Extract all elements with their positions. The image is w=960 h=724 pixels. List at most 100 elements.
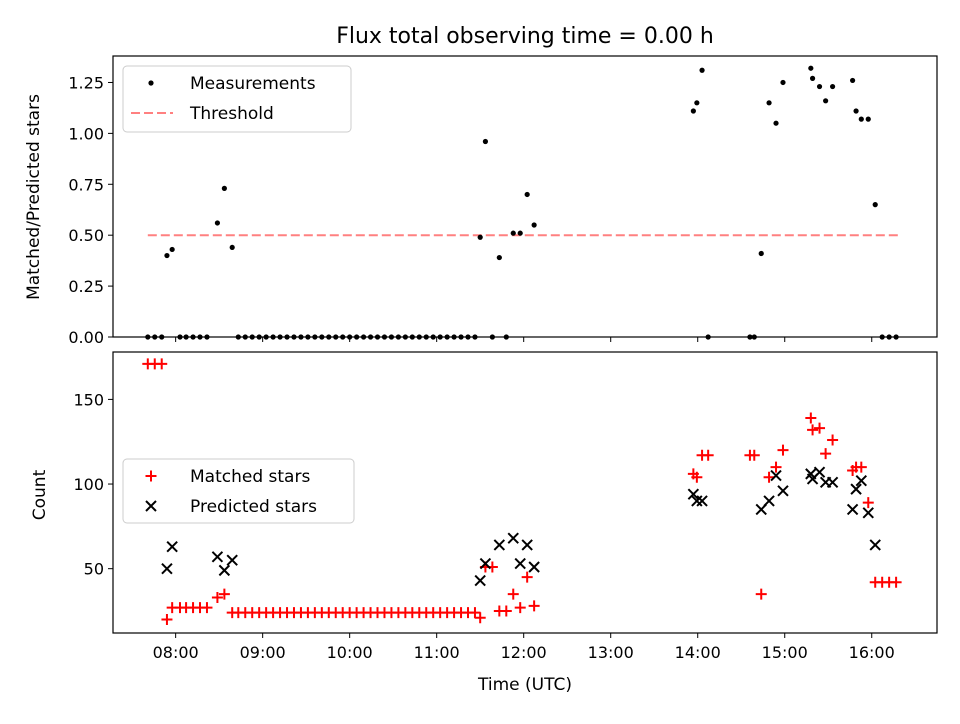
measurement-point [809,75,816,81]
measurement-point [853,108,859,114]
measurement-point [780,79,786,86]
top-legend-box [122,65,352,133]
chart-title: Flux total observing time = 0.00 h [336,24,714,49]
predicted-star-point [474,574,486,587]
measurement-point [214,220,221,226]
predicted-star-point [687,488,700,500]
matched-star-point [201,602,213,614]
matched-star-point [702,449,714,461]
predicted-star-point [479,557,492,570]
x-tick-label: 08:00 [153,643,199,662]
measurement-point [808,65,814,71]
bottom-marks [142,358,902,625]
bottom-y-tick-label: 50 [84,560,104,579]
predicted-star-point [850,483,862,495]
matched-star-point [469,607,481,619]
bottom-y-tick-label: 150 [73,390,104,409]
measurement-point [766,100,772,106]
x-axis-label: Time (UTC) [477,675,572,695]
measurement-point [823,98,829,104]
predicted-star-point [855,474,868,487]
predicted-star-point [161,562,173,575]
matched-star-point [748,449,760,461]
measurement-point [829,83,836,90]
top-axes-frame [112,55,938,338]
legend-marker-predicted [145,500,157,512]
top-plot-area: 0.00 0.25 0.50 0.75 1.00 1.25 Measurements Thre… [68,55,938,347]
predicted-star-point [218,564,231,577]
matched-star-point [500,605,512,617]
matched-star-point [521,571,533,583]
legend-label: Measurements [190,74,316,94]
measurement-point [221,185,227,191]
measurement-point [517,230,523,236]
measurement-point [865,116,871,122]
top-y-tick-label: 0.50 [68,226,104,245]
predicted-star-point [862,507,874,519]
top-y-tick-label: 1.25 [68,73,104,92]
predicted-star-point [777,485,789,497]
predicted-star-point [521,539,533,551]
matched-star-point [691,471,703,483]
matched-star-point [755,588,767,600]
bottom-axes-frame [112,351,938,634]
matched-star-point [855,461,867,473]
predicted-star-point [763,495,775,507]
x-tick-label: 16:00 [849,643,895,662]
predicted-star-point [770,469,782,482]
matched-star-point [770,461,782,473]
measurement-point [849,77,856,84]
matched-star-point [805,412,817,424]
x-tick-label: 14:00 [675,643,721,662]
x-tick-label: 12:00 [501,643,547,662]
matched-star-point [862,497,874,509]
predicted-star-point [493,539,506,551]
measurement-point [524,191,530,198]
measurement-point [690,108,696,114]
measurement-point [531,222,537,228]
measurement-point [496,254,502,261]
top-y-tick-label: 1.00 [68,124,104,143]
matched-star-point [161,613,173,625]
measurement-point [694,100,700,106]
bottom-y-tick-label: 100 [73,475,104,494]
matched-star-point [211,591,223,603]
top-y-tick-label: 0.75 [68,175,104,194]
predicted-star-point [514,557,526,570]
x-tick-label: 15:00 [762,643,808,662]
matched-star-point [820,448,832,460]
matched-star-point [156,358,168,370]
predicted-star-point [211,551,224,563]
matched-star-point [763,471,775,483]
matched-star-point [777,444,789,456]
bottom-legend-box [122,458,355,524]
bottom-legend: Matched stars Predicted stars [122,458,355,524]
x-tick-label: 11:00 [414,643,460,662]
legend-label: Threshold [189,104,274,124]
predicted-star-point [846,503,859,516]
predicted-star-point [166,540,178,553]
predicted-star-point [869,539,881,551]
matched-star-point [474,612,486,624]
top-y-tick-label: 0.25 [68,277,104,296]
predicted-star-point [528,561,540,573]
bottom-plot-area: 50 100 150 08:00 09:00 10:00 11:00 12:00 13:00 14… [73,351,938,662]
matched-star-point [514,602,526,614]
measurement-point [699,67,705,73]
predicted-star-point [691,495,703,507]
matched-star-point [827,434,839,446]
x-tick-label: 09:00 [240,643,286,662]
top-legend: Measurements Threshold [122,65,352,133]
matched-star-point [218,588,230,600]
measurement-point [872,202,878,208]
measurement-point [758,250,764,257]
predicted-star-point [226,554,238,566]
predicted-star-point [696,495,708,507]
bottom-y-axis-label: Count [30,469,50,520]
legend-marker-matched [145,470,157,482]
predicted-star-point [826,476,839,489]
measurement-point [477,234,483,240]
top-y-tick-label: 0.00 [68,328,104,347]
legend-label: Predicted stars [190,497,317,517]
